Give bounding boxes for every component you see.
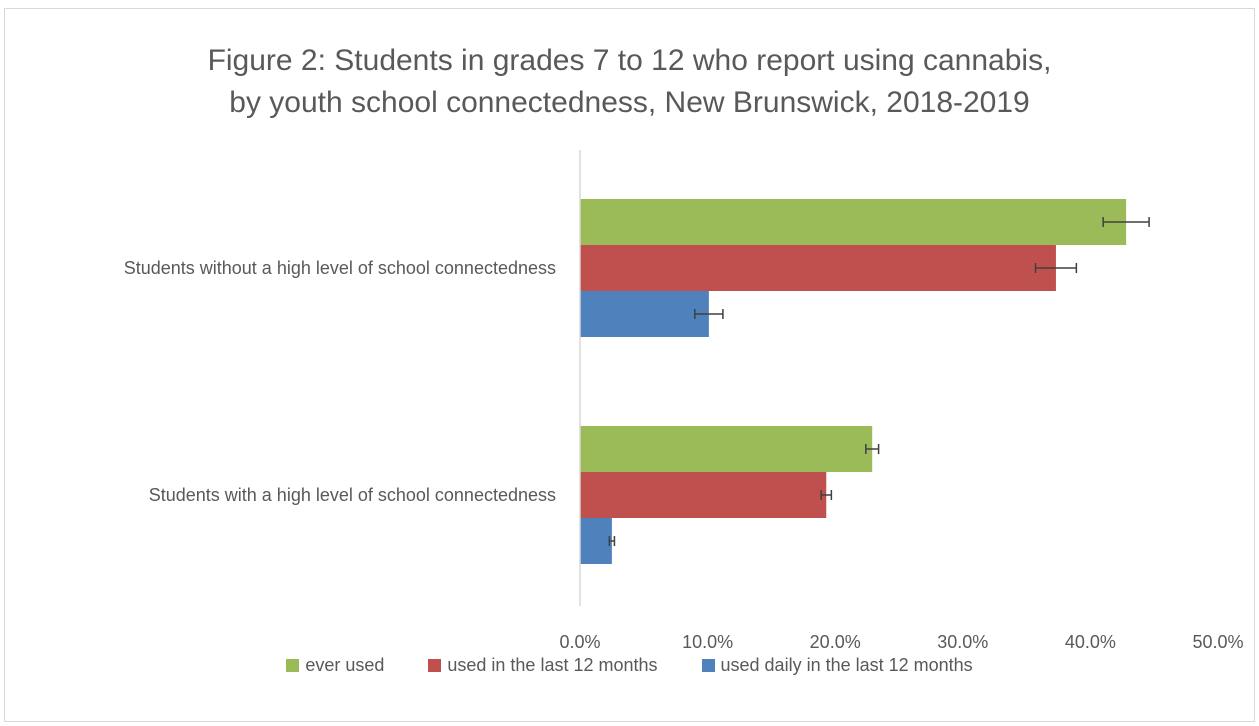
x-tick-label: 30.0%: [937, 632, 988, 652]
chart-title-line-1: Figure 2: Students in grades 7 to 12 who…: [207, 44, 1052, 77]
bar-with-connectedness-1: [580, 472, 827, 518]
chart-title-line-2: by youth school connectedness, New Bruns…: [229, 86, 1030, 119]
chart-frame: [4, 8, 1255, 722]
legend: ever used used in the last 12 months use…: [0, 652, 1259, 678]
bar-without-connectedness-2: [580, 291, 709, 337]
legend-swatch-used-daily: [701, 658, 715, 672]
x-tick-label: 20.0%: [810, 632, 861, 652]
legend-swatch-ever-used: [286, 658, 300, 672]
legend-item-used-last-12-months: used in the last 12 months: [428, 654, 658, 676]
legend-label-used-daily: used daily in the last 12 months: [720, 654, 973, 675]
x-tick-label: 0.0%: [559, 632, 600, 652]
legend-item-ever-used: ever used: [286, 655, 384, 676]
legend-label-ever-used: ever used: [305, 654, 385, 675]
category-label: Students with a high level of school con…: [149, 485, 556, 505]
category-label: Students without a high level of school …: [124, 258, 556, 278]
bar-without-connectedness-1: [580, 245, 1056, 291]
legend-item-used-daily: used daily in the last 12 months: [701, 654, 973, 676]
bar-with-connectedness-2: [580, 518, 612, 564]
legend-label-used-last-12-months: used in the last 12 months: [447, 654, 658, 675]
legend-swatch-used-last-12-months: [428, 658, 442, 672]
bar-with-connectedness-0: [580, 426, 873, 472]
x-tick-label: 40.0%: [1065, 632, 1116, 652]
x-tick-label: 10.0%: [682, 632, 733, 652]
x-tick-label: 50.0%: [1192, 632, 1243, 652]
bar-without-connectedness-0: [580, 199, 1127, 245]
chart-title: Figure 2: Students in grades 7 to 12 who…: [0, 40, 1259, 124]
